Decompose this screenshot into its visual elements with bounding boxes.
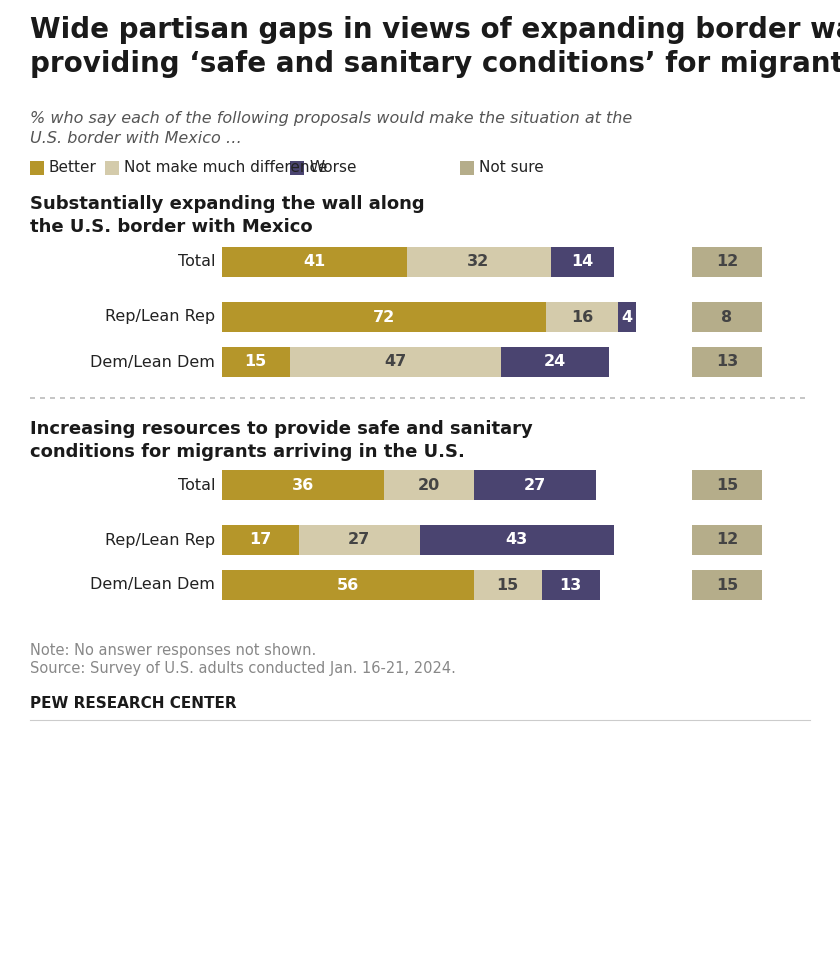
FancyBboxPatch shape [298,525,420,555]
Text: 27: 27 [523,477,546,493]
Text: 4: 4 [622,310,633,324]
FancyBboxPatch shape [618,302,636,332]
Text: 8: 8 [722,310,732,324]
FancyBboxPatch shape [222,347,290,377]
Text: Rep/Lean Rep: Rep/Lean Rep [105,310,215,324]
FancyBboxPatch shape [407,247,550,277]
Text: 43: 43 [506,532,528,548]
Text: Substantially expanding the wall along
the U.S. border with Mexico: Substantially expanding the wall along t… [30,195,425,236]
Text: 13: 13 [559,578,582,592]
Text: 72: 72 [373,310,395,324]
Text: 15: 15 [716,477,738,493]
FancyBboxPatch shape [692,470,762,500]
FancyBboxPatch shape [692,302,762,332]
Text: Note: No answer responses not shown.: Note: No answer responses not shown. [30,643,316,658]
FancyBboxPatch shape [546,302,618,332]
FancyBboxPatch shape [692,570,762,600]
Text: Not sure: Not sure [479,160,543,174]
Text: Source: Survey of U.S. adults conducted Jan. 16-21, 2024.: Source: Survey of U.S. adults conducted … [30,661,456,676]
Text: Not make much difference: Not make much difference [124,160,328,174]
FancyBboxPatch shape [30,161,44,175]
Text: Dem/Lean Dem: Dem/Lean Dem [90,354,215,370]
FancyBboxPatch shape [420,525,613,555]
FancyBboxPatch shape [290,347,501,377]
FancyBboxPatch shape [501,347,609,377]
Text: 17: 17 [249,532,271,548]
Text: Worse: Worse [309,160,356,174]
FancyBboxPatch shape [550,247,613,277]
Text: Total: Total [177,477,215,493]
Text: 14: 14 [571,255,593,269]
FancyBboxPatch shape [384,470,474,500]
Text: Total: Total [177,255,215,269]
FancyBboxPatch shape [692,347,762,377]
FancyBboxPatch shape [692,525,762,555]
FancyBboxPatch shape [222,247,407,277]
Text: 32: 32 [467,255,490,269]
Text: 13: 13 [716,354,738,370]
FancyBboxPatch shape [222,302,546,332]
FancyBboxPatch shape [222,570,474,600]
Text: 15: 15 [244,354,267,370]
Text: Wide partisan gaps in views of expanding border wall,
providing ‘safe and sanita: Wide partisan gaps in views of expanding… [30,16,840,77]
Text: 27: 27 [348,532,370,548]
FancyBboxPatch shape [105,161,119,175]
Text: 16: 16 [571,310,593,324]
Text: 41: 41 [303,255,325,269]
Text: 20: 20 [417,477,440,493]
Text: Dem/Lean Dem: Dem/Lean Dem [90,578,215,592]
FancyBboxPatch shape [474,570,542,600]
FancyBboxPatch shape [222,470,384,500]
Text: Increasing resources to provide safe and sanitary
conditions for migrants arrivi: Increasing resources to provide safe and… [30,420,533,461]
Text: 56: 56 [337,578,360,592]
Text: % who say each of the following proposals would make the situation at the
U.S. b: % who say each of the following proposal… [30,111,633,146]
FancyBboxPatch shape [290,161,304,175]
Text: 36: 36 [291,477,314,493]
Text: 24: 24 [543,354,566,370]
FancyBboxPatch shape [474,470,596,500]
Text: 15: 15 [716,578,738,592]
Text: 47: 47 [384,354,407,370]
FancyBboxPatch shape [542,570,600,600]
Text: Better: Better [49,160,97,174]
Text: Rep/Lean Rep: Rep/Lean Rep [105,532,215,548]
Text: 12: 12 [716,532,738,548]
FancyBboxPatch shape [460,161,474,175]
Text: PEW RESEARCH CENTER: PEW RESEARCH CENTER [30,696,237,711]
FancyBboxPatch shape [222,525,298,555]
Text: 15: 15 [496,578,519,592]
FancyBboxPatch shape [692,247,762,277]
Text: 12: 12 [716,255,738,269]
